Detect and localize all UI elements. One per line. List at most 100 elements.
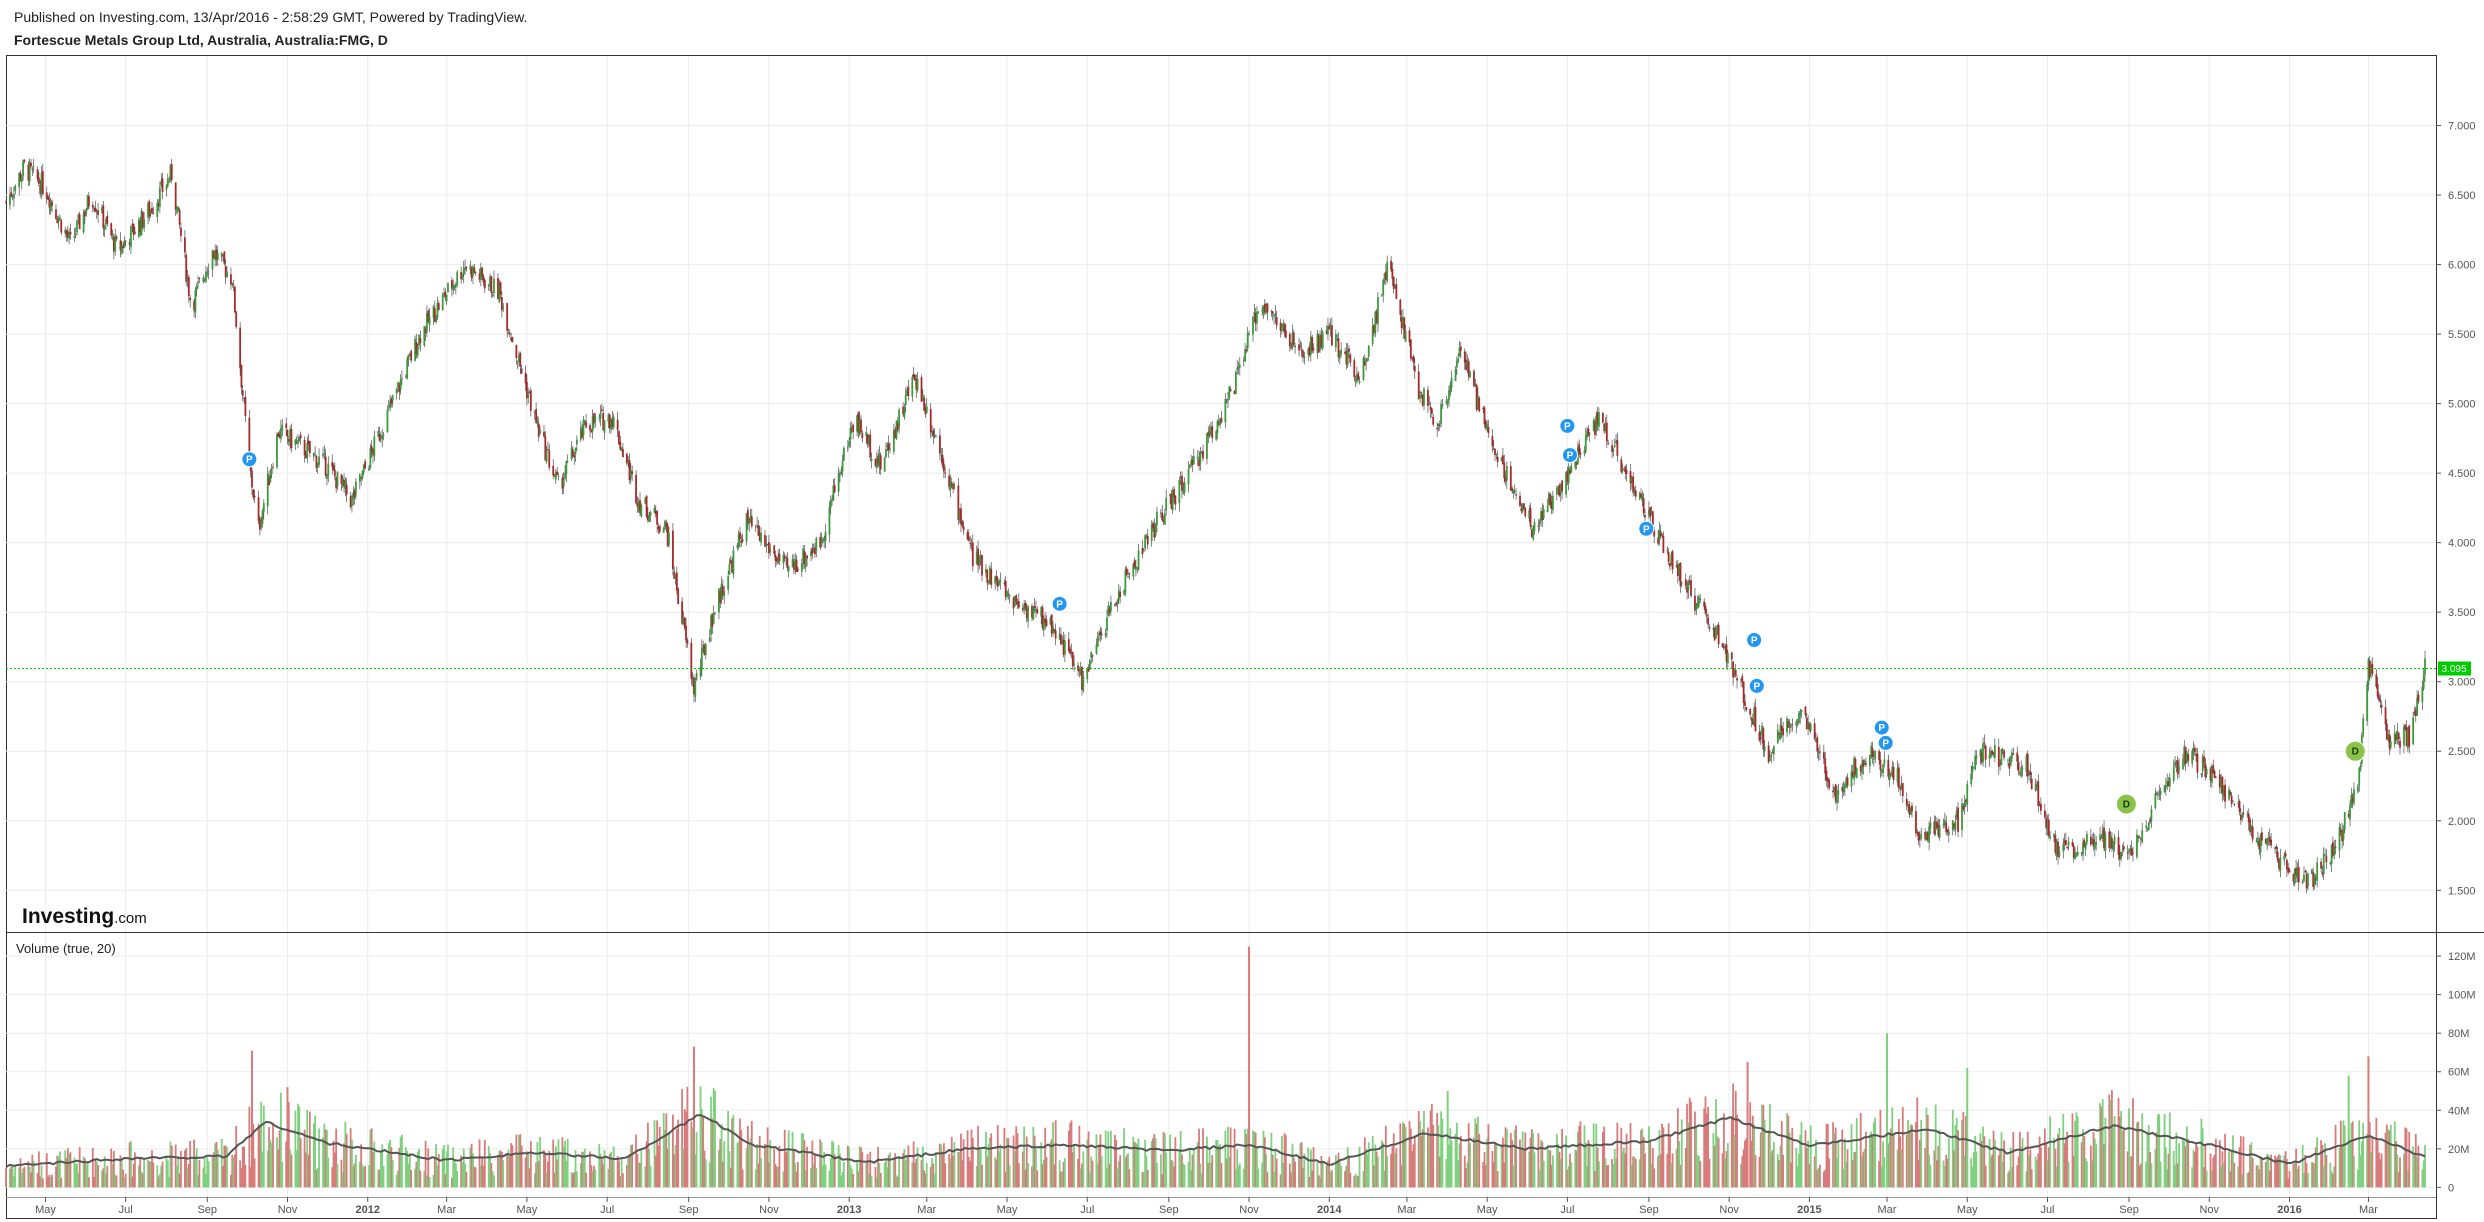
candle-body [2270, 839, 2272, 846]
volume-bar [2342, 1120, 2345, 1188]
candle-body [2347, 813, 2350, 817]
time-tick-label: Jul [1560, 1204, 1574, 1216]
volume-bar [1521, 1131, 1524, 1188]
candle-body [996, 580, 999, 587]
volume-bar [1163, 1133, 1166, 1188]
split-badge[interactable]: P [1638, 520, 1655, 537]
candle-body [465, 266, 468, 269]
candle-body [60, 220, 63, 233]
candle-body [2012, 753, 2015, 755]
candle-body [1153, 525, 1156, 538]
candle-body [1592, 420, 1595, 431]
volume-bar [1607, 1164, 1610, 1188]
volume-bar [589, 1151, 591, 1188]
volume-bar [794, 1163, 797, 1188]
candle-body [627, 460, 630, 464]
candle-body [239, 327, 242, 369]
candle-body [241, 390, 244, 396]
volume-bar [1594, 1171, 1596, 1188]
volume-bar [1263, 1137, 1266, 1188]
dividend-badge[interactable]: D [2115, 793, 2137, 815]
candle-body [2228, 789, 2230, 800]
volume-bar [143, 1158, 146, 1188]
candle-body [358, 474, 361, 482]
split-badge[interactable]: P [1051, 595, 1068, 612]
candle-body [2093, 842, 2096, 849]
candle-body [2046, 822, 2049, 829]
volume-bar [1605, 1165, 1608, 1188]
volume-bar [1380, 1140, 1383, 1188]
candle-body [648, 515, 651, 522]
candle-body [768, 542, 770, 554]
candle-body [360, 477, 363, 479]
volume-bar [1165, 1152, 1168, 1188]
candle-body [2324, 853, 2326, 855]
candle-body [424, 328, 427, 334]
candle-body [812, 550, 815, 553]
volume-bar [719, 1139, 722, 1188]
candle-body [1282, 323, 1285, 328]
candle-body [106, 215, 109, 224]
volume-bar [195, 1148, 198, 1188]
dividend-badge[interactable]: D [2344, 740, 2366, 762]
split-badge[interactable]: P [1561, 447, 1578, 464]
volume-bar [1933, 1150, 1936, 1188]
candle-body [2422, 675, 2425, 689]
volume-bar [482, 1165, 485, 1188]
candle-body [32, 165, 35, 167]
volume-bar [2303, 1172, 2305, 1188]
volume-bar [2320, 1140, 2322, 1188]
split-badge[interactable]: P [1873, 719, 1890, 736]
candle-body [760, 533, 762, 543]
candle-body [1698, 596, 1700, 606]
volume-bar [248, 1106, 251, 1188]
split-badge[interactable]: P [1877, 734, 1894, 751]
candle-body [2049, 835, 2052, 839]
candle-body [464, 267, 466, 271]
volume-tick-label: 20M [2448, 1144, 2469, 1156]
candle-body [414, 338, 416, 362]
volume-bar [451, 1177, 453, 1188]
split-badge[interactable]: P [1746, 632, 1763, 648]
volume-bar [124, 1173, 127, 1188]
volume-bar [1069, 1122, 1072, 1188]
candle-body [1629, 471, 1632, 484]
candle-body [741, 539, 744, 542]
volume-bar [408, 1152, 411, 1188]
candle-body [1846, 777, 1849, 786]
volume-bar [685, 1111, 687, 1188]
volume-bar [1790, 1162, 1792, 1188]
candle-body [1542, 508, 1545, 519]
candle-body [1420, 392, 1423, 394]
candle-body [2074, 852, 2077, 860]
volume-bar [2287, 1178, 2290, 1188]
candle-body [1745, 707, 1748, 710]
candle-body [2062, 843, 2065, 852]
candle-body [2378, 695, 2380, 700]
volume-bar [2163, 1113, 2166, 1188]
volume-bar [1872, 1122, 1875, 1188]
candle-body [141, 211, 144, 227]
candle-body [1125, 568, 1128, 575]
split-badge[interactable]: P [241, 451, 258, 468]
candle-body [1963, 802, 1966, 808]
candle-body [1511, 488, 1514, 491]
volume-bar [1879, 1109, 1882, 1188]
candle-body [2183, 746, 2186, 761]
volume-bar [1874, 1117, 1877, 1188]
candle-body [56, 219, 59, 224]
volume-bar [1742, 1149, 1745, 1188]
volume-bar [1408, 1121, 1411, 1188]
volume-bar [2220, 1166, 2223, 1188]
candle-body [1680, 582, 1683, 584]
volume-bar [883, 1162, 886, 1188]
split-badge[interactable]: P [1748, 677, 1765, 694]
volume-bar [2414, 1133, 2417, 1188]
candle-body [693, 677, 695, 695]
volume-bar [2196, 1146, 2199, 1188]
split-badge[interactable]: P [1559, 417, 1576, 434]
volume-bar [202, 1167, 205, 1188]
candle-body [665, 522, 668, 527]
candle-body [1328, 325, 1331, 329]
